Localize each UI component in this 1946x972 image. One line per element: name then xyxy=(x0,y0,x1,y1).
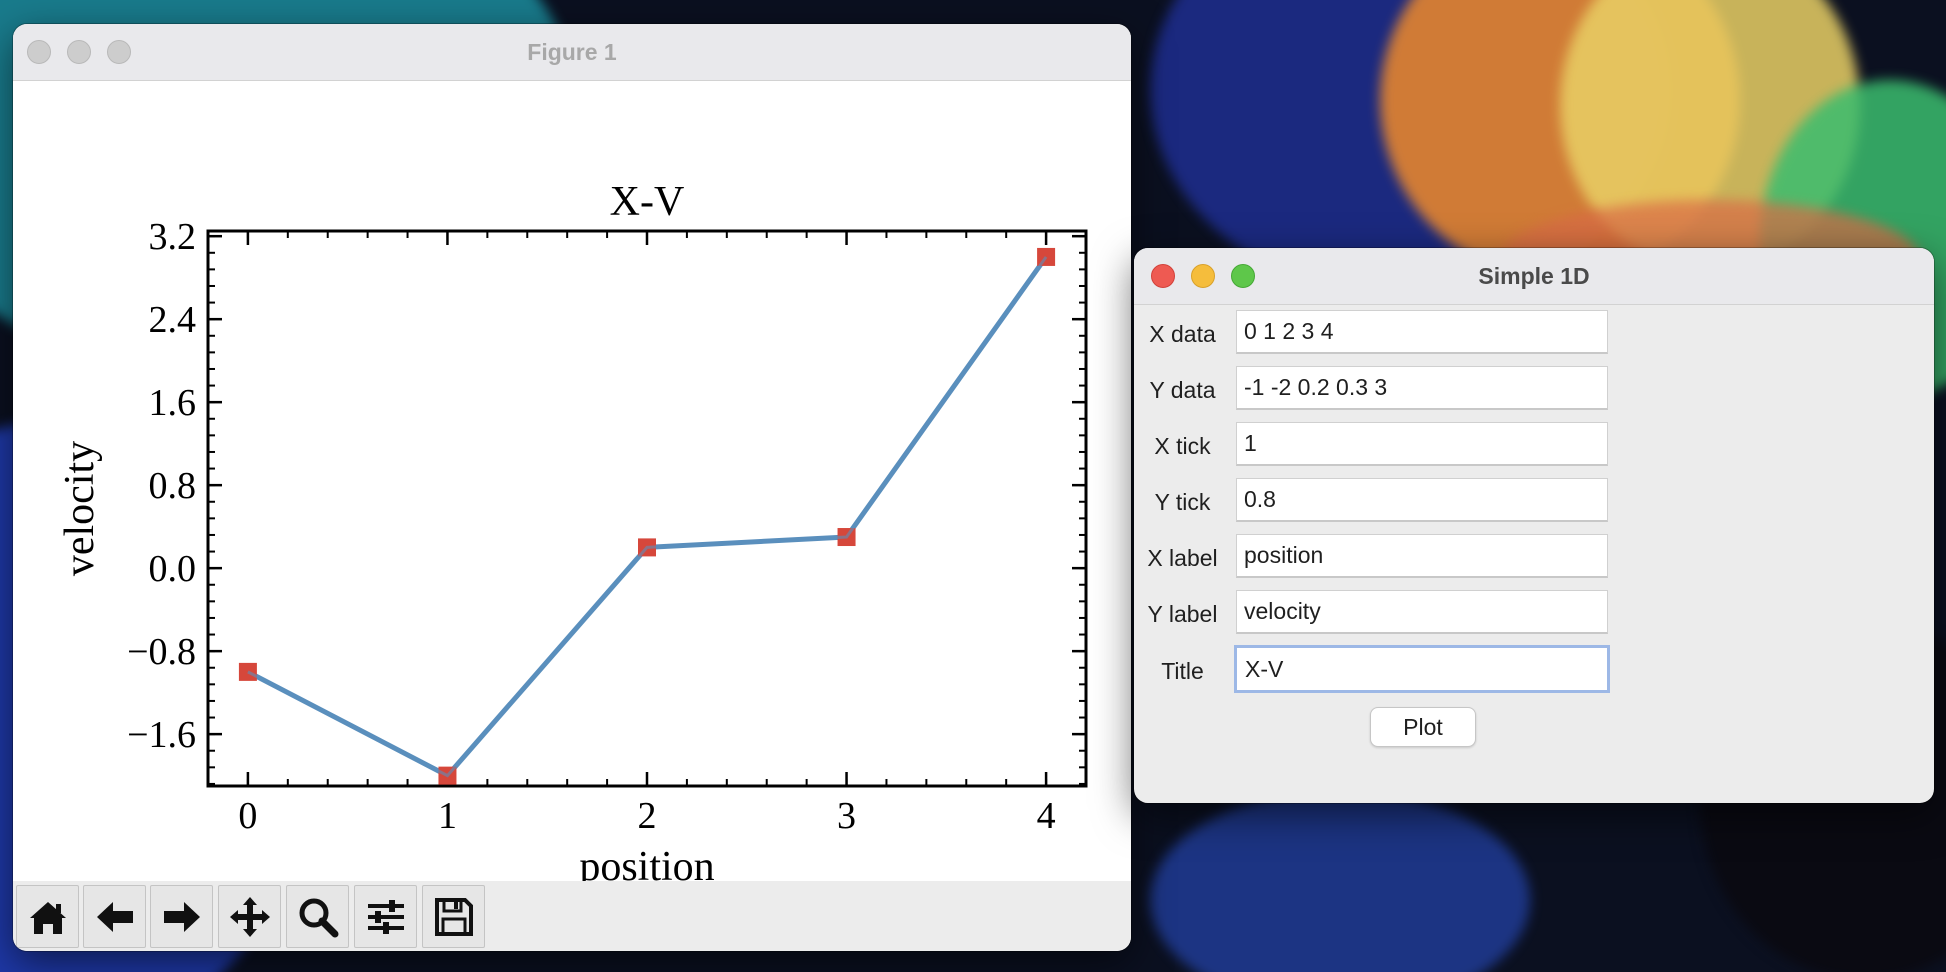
y-label-input[interactable] xyxy=(1236,590,1608,634)
y-tick-label: −1.6 xyxy=(127,714,196,756)
home-button[interactable] xyxy=(16,885,79,948)
title-label: Title xyxy=(1161,658,1204,684)
close-button[interactable] xyxy=(1151,264,1175,288)
configure-subplots-icon xyxy=(367,899,404,934)
x-tick-label: 4 xyxy=(1037,795,1056,837)
y-tick-label: 0.0 xyxy=(149,548,197,590)
navigation-toolbar xyxy=(13,881,1131,951)
home-icon xyxy=(29,901,66,934)
y-tick-label: 2.4 xyxy=(149,299,197,341)
y-axis-label: velocity xyxy=(57,441,103,576)
simple-titlebar[interactable]: Simple 1D xyxy=(1134,248,1934,305)
chart-title: X-V xyxy=(610,179,685,225)
series-line-overlay xyxy=(247,256,1048,778)
x-label-label: X label xyxy=(1147,545,1218,571)
y-tick-label: Y tick xyxy=(1154,489,1211,515)
x-data-input[interactable] xyxy=(1236,310,1608,354)
minimize-button[interactable] xyxy=(1191,264,1215,288)
back-arrow-icon xyxy=(96,901,133,932)
pan-move-icon xyxy=(229,896,270,937)
x-tick-label: 2 xyxy=(638,795,657,837)
zoom-button[interactable] xyxy=(107,40,131,64)
x-tick-label: X tick xyxy=(1154,433,1211,459)
save-floppy-icon xyxy=(434,897,473,936)
y-data-input[interactable] xyxy=(1236,366,1608,410)
axes-frame xyxy=(206,229,1088,788)
zoom-magnifier-icon xyxy=(299,898,338,937)
y-tick-label: 1.6 xyxy=(149,382,197,424)
pan-button[interactable] xyxy=(218,885,281,948)
x-label-input[interactable] xyxy=(1236,534,1608,578)
y-tick-input[interactable] xyxy=(1236,478,1608,522)
figure-window: Figure 1 0 1 2 3 4 −1.6 −0.8 0.0 0.8 1.6 2.4 3.2 X-V… xyxy=(13,24,1131,951)
save-figure-button[interactable] xyxy=(422,885,485,948)
x-tick-label: 3 xyxy=(837,795,856,837)
x-tick-input[interactable] xyxy=(1236,422,1608,466)
y-label-label: Y label xyxy=(1147,601,1218,627)
window-title: Figure 1 xyxy=(527,39,617,65)
configure-subplots-button[interactable] xyxy=(354,885,417,948)
x-axis-label: position xyxy=(579,844,714,881)
y-data-label: Y data xyxy=(1149,377,1216,403)
figure-titlebar[interactable]: Figure 1 xyxy=(13,24,1131,81)
forward-arrow-icon xyxy=(163,901,200,932)
back-button[interactable] xyxy=(83,885,146,948)
close-button[interactable] xyxy=(27,40,51,64)
y-tick-label: 0.8 xyxy=(149,465,197,507)
minimize-button[interactable] xyxy=(67,40,91,64)
x-data-label: X data xyxy=(1149,321,1216,347)
series-line xyxy=(246,255,1049,779)
zoom-button[interactable] xyxy=(1231,264,1255,288)
forward-button[interactable] xyxy=(150,885,213,948)
plot-button[interactable]: Plot xyxy=(1370,707,1476,747)
plot-canvas[interactable]: 0 1 2 3 4 −1.6 −0.8 0.0 0.8 1.6 2.4 3.2 X-V position v… xyxy=(13,81,1131,890)
line-chart: 0 1 2 3 4 −1.6 −0.8 0.0 0.8 1.6 2.4 3.2 X-V position v… xyxy=(57,179,1088,890)
title-input[interactable] xyxy=(1234,645,1610,693)
window-title: Simple 1D xyxy=(1478,263,1590,289)
x-tick-label: 1 xyxy=(438,795,457,837)
y-tick-label: −0.8 xyxy=(127,631,196,673)
y-tick-label: 3.2 xyxy=(149,216,197,258)
zoom-button-tool[interactable] xyxy=(286,885,349,948)
x-tick-label: 0 xyxy=(238,795,257,837)
simple-1d-window: Simple 1D X data Y data X tick Y tick X … xyxy=(1134,248,1934,803)
